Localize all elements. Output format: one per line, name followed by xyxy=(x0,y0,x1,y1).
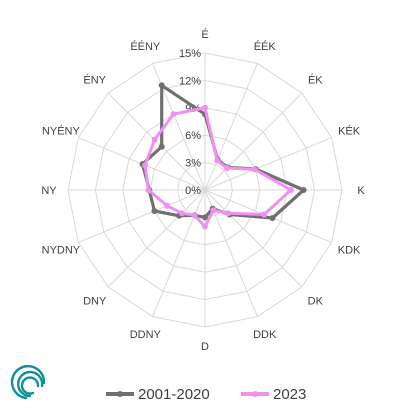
direction-label-5: KDK xyxy=(338,245,361,257)
direction-label-3: KÉK xyxy=(338,124,361,137)
legend-label-2001-2020: 2001-2020 xyxy=(138,386,210,403)
tick-label-1: 3% xyxy=(185,158,201,170)
direction-label-12: NY xyxy=(41,185,57,197)
direction-label-10: DNY xyxy=(83,295,107,307)
radar-spokes xyxy=(68,53,342,327)
series-0-point-11 xyxy=(151,208,158,214)
direction-label-8: D xyxy=(201,341,209,353)
logo-swirl-middle xyxy=(16,370,44,398)
legend: 2001-2020 2023 xyxy=(106,386,306,403)
spoke-9 xyxy=(152,189,206,317)
direction-label-6: DK xyxy=(308,295,324,307)
series-1-point-12 xyxy=(145,187,152,193)
direction-label-14: ÉNY xyxy=(83,74,106,87)
direction-label-1: ÉÉK xyxy=(254,40,277,53)
series-1-point-1 xyxy=(214,157,221,164)
spoke-10 xyxy=(107,189,206,288)
series-1-point-15 xyxy=(170,111,177,118)
spoke-1 xyxy=(204,63,258,191)
legend-item-2023: 2023 xyxy=(241,386,306,403)
series-1-point-9 xyxy=(191,212,198,219)
series-1-point-4 xyxy=(287,187,294,193)
series-1-point-11 xyxy=(164,202,170,209)
direction-label-0: É xyxy=(201,28,208,41)
series-1-point-8 xyxy=(202,223,208,230)
series-1-point-0 xyxy=(202,104,208,111)
tick-label-0: 0% xyxy=(185,185,201,197)
series-0-point-14 xyxy=(158,143,165,150)
legend-marker-2001-2020 xyxy=(117,391,123,397)
direction-label-9: DDNY xyxy=(130,329,162,341)
data-series xyxy=(139,82,307,230)
series-1-point-6 xyxy=(225,210,232,217)
swirl-logo xyxy=(10,364,46,400)
series-0-point-4 xyxy=(300,187,307,193)
series-1-point-2 xyxy=(224,165,230,171)
series-1-point-3 xyxy=(251,166,258,173)
logo-swirl-inner xyxy=(20,376,40,395)
legend-marker-2023 xyxy=(252,391,258,397)
logo-swirl-outer xyxy=(10,364,46,400)
direction-label-13: NYÉNY xyxy=(42,124,81,137)
series-1-point-13 xyxy=(142,162,149,169)
tick-label-2: 6% xyxy=(185,130,201,142)
series-1-point-7 xyxy=(210,207,217,214)
legend-label-2023: 2023 xyxy=(273,386,306,403)
spoke-11 xyxy=(78,189,206,243)
direction-label-15: ÉÉNY xyxy=(130,40,161,53)
tick-label-5: 15% xyxy=(179,48,201,60)
spoke-6 xyxy=(204,189,303,288)
spoke-2 xyxy=(204,92,303,191)
spoke-3 xyxy=(204,137,332,191)
legend-item-2001-2020: 2001-2020 xyxy=(106,386,210,403)
direction-label-7: DDK xyxy=(253,329,277,341)
series-1-point-14 xyxy=(151,136,158,143)
series-0-point-8 xyxy=(202,214,208,221)
direction-labels: É ÉÉK ÉK KÉK K KDK DK DDK D DDNY DNY NYDNY NY NYÉNY ÉN… xyxy=(41,28,365,353)
direction-label-4: K xyxy=(357,185,365,197)
series-1-point-5 xyxy=(261,211,268,218)
direction-label-11: NYDNY xyxy=(42,245,81,257)
series-0-point-15 xyxy=(158,82,165,89)
direction-label-2: ÉK xyxy=(308,74,323,87)
series-0-point-5 xyxy=(269,215,276,221)
series-1-point-10 xyxy=(178,210,185,217)
tick-label-4: 12% xyxy=(179,75,201,87)
